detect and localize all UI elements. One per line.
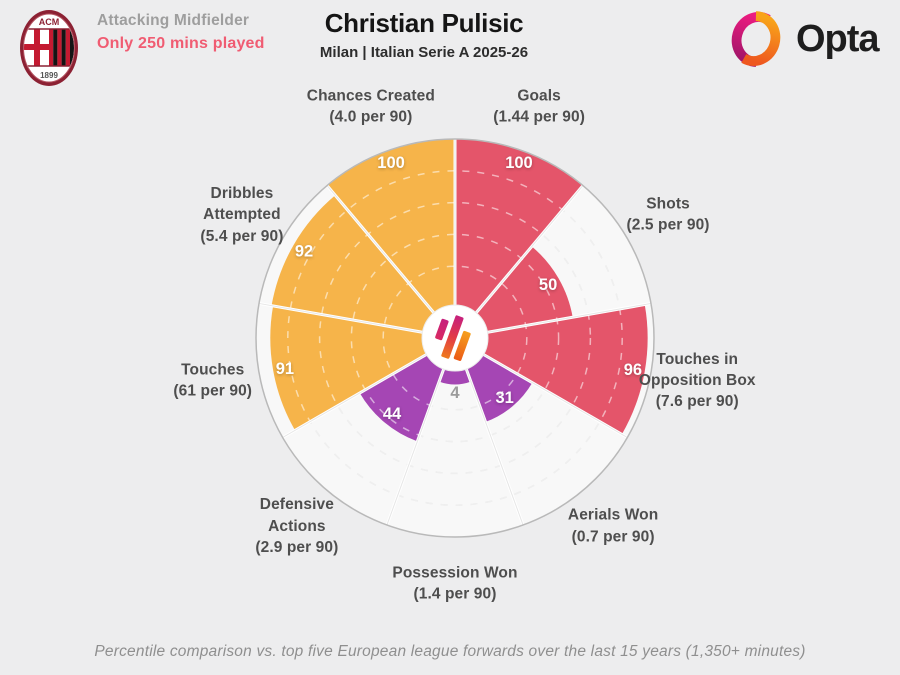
outer-ring <box>255 138 655 538</box>
gridline-circle-overlay <box>287 170 623 506</box>
crest-year-text: 1899 <box>40 71 58 80</box>
category-name: Possession Won <box>392 564 518 582</box>
category-per90: (1.44 per 90) <box>493 108 586 126</box>
category-name: Defensive Actions <box>259 496 334 535</box>
gridline-circle-overlay <box>350 233 560 443</box>
category-label-8: Chances Created (4.0 per 90) <box>307 85 435 128</box>
opta-brand: Opta <box>727 10 880 68</box>
segment-5 <box>359 338 455 442</box>
segment-1 <box>455 246 573 338</box>
crest-acm-text: ACM <box>39 17 60 27</box>
page-subtitle: Milan | Italian Serie A 2025-26 <box>319 44 529 61</box>
category-per90: (0.7 per 90) <box>571 528 655 546</box>
category-label-3: Aerials Won (0.7 per 90) <box>568 505 658 548</box>
segment-8 <box>327 139 455 338</box>
category-name: Goals <box>517 87 561 105</box>
segment-0 <box>455 139 583 338</box>
value-label-8: 100 <box>377 154 405 172</box>
gridline-circle-overlay <box>382 265 528 411</box>
gridline-circle-overlay <box>318 201 592 475</box>
category-name: Aerials Won <box>567 507 659 525</box>
footnote: Percentile comparison vs. top five Europ… <box>94 643 806 660</box>
ac-milan-crest-icon: ACM 1899 <box>20 10 78 86</box>
value-label-5: 44 <box>383 405 402 423</box>
ac-milan-crest: ACM 1899 <box>19 8 79 88</box>
value-label-6: 91 <box>276 360 294 378</box>
category-name: Touches <box>181 361 245 379</box>
category-name: Dribbles Attempted <box>203 184 281 224</box>
page-title: Christian Pulisic <box>324 8 524 38</box>
minutes-warning: Only 250 mins played <box>97 35 265 52</box>
category-name: Chances Created <box>306 87 435 105</box>
center-opta-bars-icon <box>435 315 471 361</box>
category-label-7: Dribbles Attempted (5.4 per 90) <box>200 183 283 247</box>
category-per90: (61 per 90) <box>173 382 253 400</box>
category-per90: (4.0 per 90) <box>329 108 413 126</box>
opta-wordmark: Opta <box>796 17 880 60</box>
player-position: Attacking Midfielder <box>97 12 250 29</box>
player-meta: Attacking Midfielder Only 250 mins playe… <box>97 12 265 53</box>
value-label-2: 96 <box>624 361 642 379</box>
category-name: Touches in Opposition Box <box>638 350 756 390</box>
value-label-0: 100 <box>505 154 533 172</box>
segment-2 <box>455 304 648 435</box>
category-per90: (2.9 per 90) <box>255 539 339 557</box>
category-label-0: Goals (1.44 per 90) <box>493 85 585 128</box>
category-per90: (1.4 per 90) <box>413 586 497 603</box>
value-label-4: 4 <box>450 384 460 402</box>
value-label-3: 31 <box>496 389 514 407</box>
opta-logo-icon <box>731 11 781 67</box>
category-name: Shots <box>646 195 690 213</box>
category-per90: (7.6 per 90) <box>655 393 739 411</box>
category-label-6: Touches (61 per 90) <box>173 359 252 402</box>
segment-7 <box>271 195 455 338</box>
crest-cross <box>24 29 49 66</box>
segment-6 <box>270 305 455 431</box>
crest-stripes <box>49 29 74 66</box>
category-per90: (5.4 per 90) <box>200 227 284 245</box>
title-block: Christian Pulisic Milan | Italian Serie … <box>320 8 528 61</box>
value-label-1: 50 <box>539 276 557 294</box>
category-label-1: Shots (2.5 per 90) <box>627 194 710 237</box>
category-label-2: Touches in Opposition Box (7.6 per 90) <box>639 349 756 413</box>
value-label-7: 92 <box>295 243 313 261</box>
category-per90: (2.5 per 90) <box>626 217 710 234</box>
category-label-5: Defensive Actions (2.9 per 90) <box>255 494 338 558</box>
category-label-4: Possession Won (1.4 per 90) <box>392 563 517 606</box>
